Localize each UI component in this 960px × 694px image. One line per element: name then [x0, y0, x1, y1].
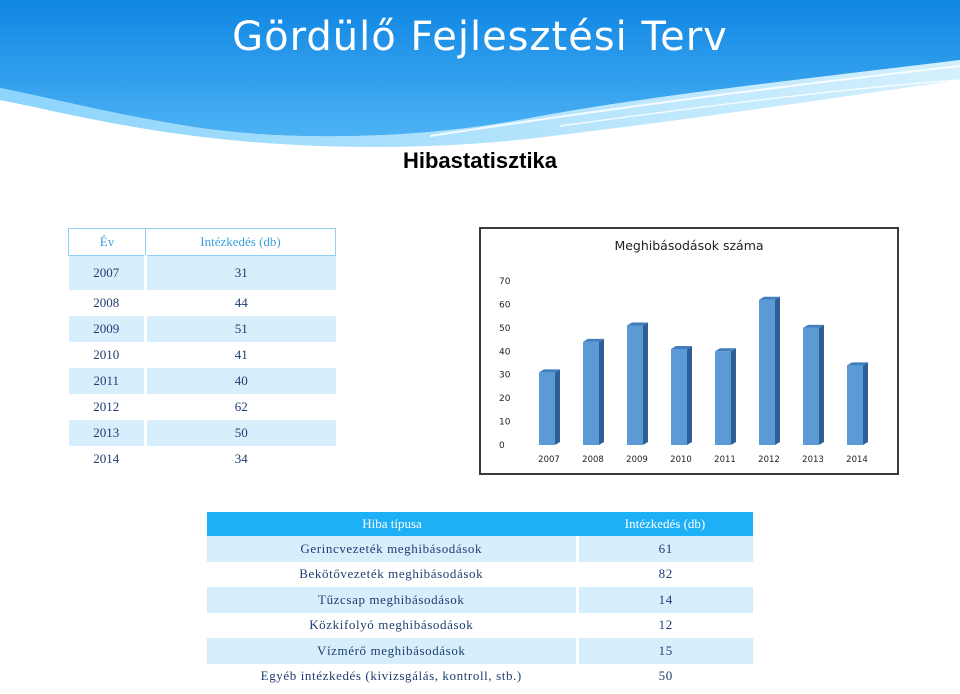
- bar-top: [759, 296, 780, 300]
- bar-top: [847, 362, 868, 366]
- bar: [759, 299, 775, 445]
- table-row: Közkifolyó meghibásodások 12: [207, 612, 753, 638]
- column-header-measures: Intézkedés (db): [577, 512, 753, 536]
- table-row: Vízmérő meghibásodások 15: [207, 638, 753, 664]
- x-tick-label: 2009: [626, 455, 648, 465]
- x-tick-label: 2007: [538, 455, 560, 465]
- bar-side: [643, 322, 648, 445]
- page-title: Gördülő Fejlesztési Terv: [232, 14, 728, 60]
- x-tick-label: 2012: [758, 455, 780, 465]
- bar: [583, 341, 599, 445]
- bar-top: [715, 348, 736, 352]
- table-row: Tűzcsap meghibásodások 14: [207, 587, 753, 613]
- bar-side: [819, 324, 824, 445]
- y-tick-label: 20: [499, 394, 511, 404]
- table-row: 2011 40: [68, 368, 336, 394]
- yearly-measures-table: Év Intézkedés (db) 2007 31 2008 44 2009 51 201…: [68, 228, 336, 472]
- bar-top: [803, 324, 824, 328]
- column-header-measures: Intézkedés (db): [145, 228, 336, 256]
- bar-side: [775, 296, 780, 445]
- table-row: Egyéb intézkedés (kivizsgálás, kontroll,…: [207, 663, 753, 689]
- year-cell: 2007: [68, 255, 147, 290]
- x-tick-label: 2010: [670, 455, 692, 465]
- measure-count-cell: 82: [577, 561, 753, 587]
- measure-count-cell: 44: [145, 290, 336, 316]
- x-tick-label: 2008: [582, 455, 604, 465]
- year-cell: 2011: [68, 368, 147, 394]
- measure-count-cell: 41: [145, 342, 336, 368]
- table-row: 2007 31: [68, 255, 336, 290]
- year-cell: 2010: [68, 342, 147, 368]
- table-row: Gerincvezeték meghibásodások 61: [207, 536, 753, 562]
- measure-count-cell: 15: [577, 638, 753, 664]
- measure-count-cell: 31: [145, 255, 336, 290]
- bar-side: [863, 362, 868, 445]
- bar: [847, 365, 863, 445]
- year-cell: 2009: [68, 316, 147, 342]
- y-tick-label: 30: [499, 371, 511, 381]
- table-row: 2008 44: [68, 290, 336, 316]
- fault-type-cell: Egyéb intézkedés (kivizsgálás, kontroll,…: [207, 663, 579, 689]
- bar-top: [583, 338, 604, 342]
- bar-chart-canvas: Meghibásodások száma 0 10 20 30 40 50 60 70 2007 2…: [499, 238, 868, 465]
- x-tick-label: 2011: [714, 455, 736, 465]
- measure-count-cell: 34: [145, 446, 336, 472]
- section-title: Hibastatisztika: [402, 148, 558, 173]
- measure-count-cell: 14: [577, 587, 753, 613]
- column-header-fault-type: Hiba típusa: [207, 512, 577, 536]
- y-tick-label: 60: [499, 300, 511, 310]
- bar: [715, 351, 731, 445]
- fault-type-cell: Bekötővezeték meghibásodások: [207, 561, 579, 587]
- bar-top: [539, 369, 560, 373]
- x-tick-label: 2014: [846, 455, 868, 465]
- y-tick-label: 10: [499, 418, 511, 428]
- fault-types-table: Hiba típusa Intézkedés (db) Gerincvezeté…: [207, 512, 753, 689]
- measure-count-cell: 61: [577, 536, 753, 562]
- year-cell: 2012: [68, 394, 147, 420]
- bar-chart: Meghibásodások száma 0 10 20 30 40 50 60 70 2007 2…: [479, 227, 899, 475]
- bar-side: [687, 345, 692, 445]
- fault-type-cell: Tűzcsap meghibásodások: [207, 587, 579, 613]
- table-row: 2014 34: [68, 446, 336, 472]
- bar: [539, 372, 555, 445]
- column-header-year: Év: [68, 228, 146, 256]
- x-tick-label: 2013: [802, 455, 824, 465]
- measure-count-cell: 50: [145, 420, 336, 446]
- title-banner: Gördülő Fejlesztési Terv: [0, 0, 960, 150]
- table-row: 2009 51: [68, 316, 336, 342]
- table-row: 2013 50: [68, 420, 336, 446]
- y-tick-label: 70: [499, 277, 511, 287]
- bar: [671, 348, 687, 445]
- table-row: Bekötővezeték meghibásodások 82: [207, 561, 753, 587]
- fault-type-cell: Vízmérő meghibásodások: [207, 638, 579, 664]
- bar-side: [731, 348, 736, 445]
- y-tick-label: 50: [499, 324, 511, 334]
- chart-title: Meghibásodások száma: [614, 238, 763, 253]
- bar-side: [599, 338, 604, 445]
- table-header-row: Hiba típusa Intézkedés (db): [207, 512, 753, 536]
- bar-top: [671, 345, 692, 349]
- year-cell: 2014: [68, 446, 147, 472]
- fault-type-cell: Közkifolyó meghibásodások: [207, 612, 579, 638]
- measure-count-cell: 40: [145, 368, 336, 394]
- measure-count-cell: 51: [145, 316, 336, 342]
- table-header-row: Év Intézkedés (db): [68, 228, 336, 256]
- measure-count-cell: 62: [145, 394, 336, 420]
- y-tick-label: 0: [499, 441, 505, 451]
- fault-type-cell: Gerincvezeték meghibásodások: [207, 536, 579, 562]
- bar-side: [555, 369, 560, 445]
- year-cell: 2013: [68, 420, 147, 446]
- table-row: 2010 41: [68, 342, 336, 368]
- table-row: 2012 62: [68, 394, 336, 420]
- measure-count-cell: 12: [577, 612, 753, 638]
- measure-count-cell: 50: [577, 663, 753, 689]
- bar: [803, 327, 819, 445]
- bar: [627, 325, 643, 445]
- bar-top: [627, 322, 648, 326]
- year-cell: 2008: [68, 290, 147, 316]
- banner-wave-graphic: [0, 0, 960, 147]
- y-tick-label: 40: [499, 347, 511, 357]
